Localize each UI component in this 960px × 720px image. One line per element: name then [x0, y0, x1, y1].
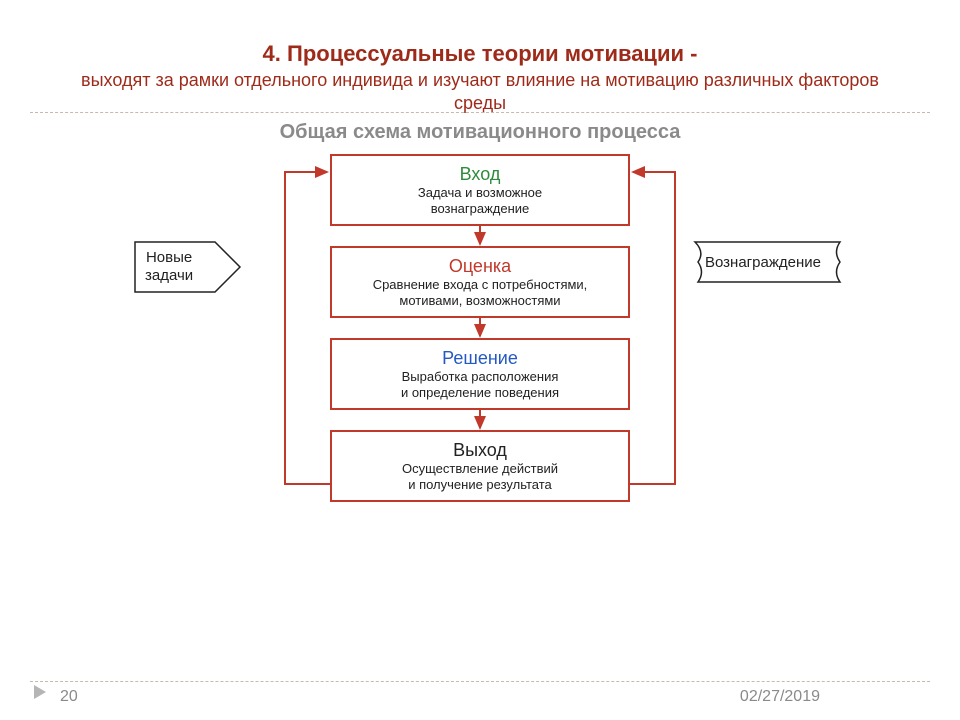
diagram-subtitle: Общая схема мотивационного процесса: [60, 121, 900, 144]
flow-box-input: ВходЗадача и возможноевознаграждение: [330, 154, 630, 226]
box-subtitle: Задача и возможноевознаграждение: [340, 185, 620, 218]
box-title: Решение: [340, 348, 620, 369]
divider-bottom: [30, 681, 930, 682]
flow-box-output: ВыходОсуществление действийи получение р…: [330, 430, 630, 502]
box-subtitle: Осуществление действийи получение резуль…: [340, 461, 620, 494]
page-number: 20: [60, 688, 78, 706]
box-title: Оценка: [340, 256, 620, 277]
box-title: Выход: [340, 440, 620, 461]
footer-arrow-icon: [34, 683, 52, 706]
flow-diagram: ВходЗадача и возможноевознаграждение Оцен…: [100, 154, 860, 574]
slide-date: 02/27/2019: [740, 688, 820, 706]
slide-title: 4. Процессуальные теории мотивации - вых…: [60, 40, 900, 115]
divider-top: [30, 112, 930, 113]
flow-box-decide: РешениеВыработка расположенияи определен…: [330, 338, 630, 410]
box-subtitle: Выработка расположенияи определение пове…: [340, 369, 620, 402]
flow-box-eval: ОценкаСравнение входа с потребностями,мо…: [330, 246, 630, 318]
box-title: Вход: [340, 164, 620, 185]
right-label-reward: Вознаграждение: [705, 254, 821, 272]
left-label-new-tasks: Новыезадачи: [145, 249, 193, 285]
box-subtitle: Сравнение входа с потребностями,мотивами…: [340, 277, 620, 310]
title-sub: выходят за рамки отдельного индивида и и…: [60, 69, 900, 116]
title-main: 4. Процессуальные теории мотивации -: [263, 41, 698, 66]
